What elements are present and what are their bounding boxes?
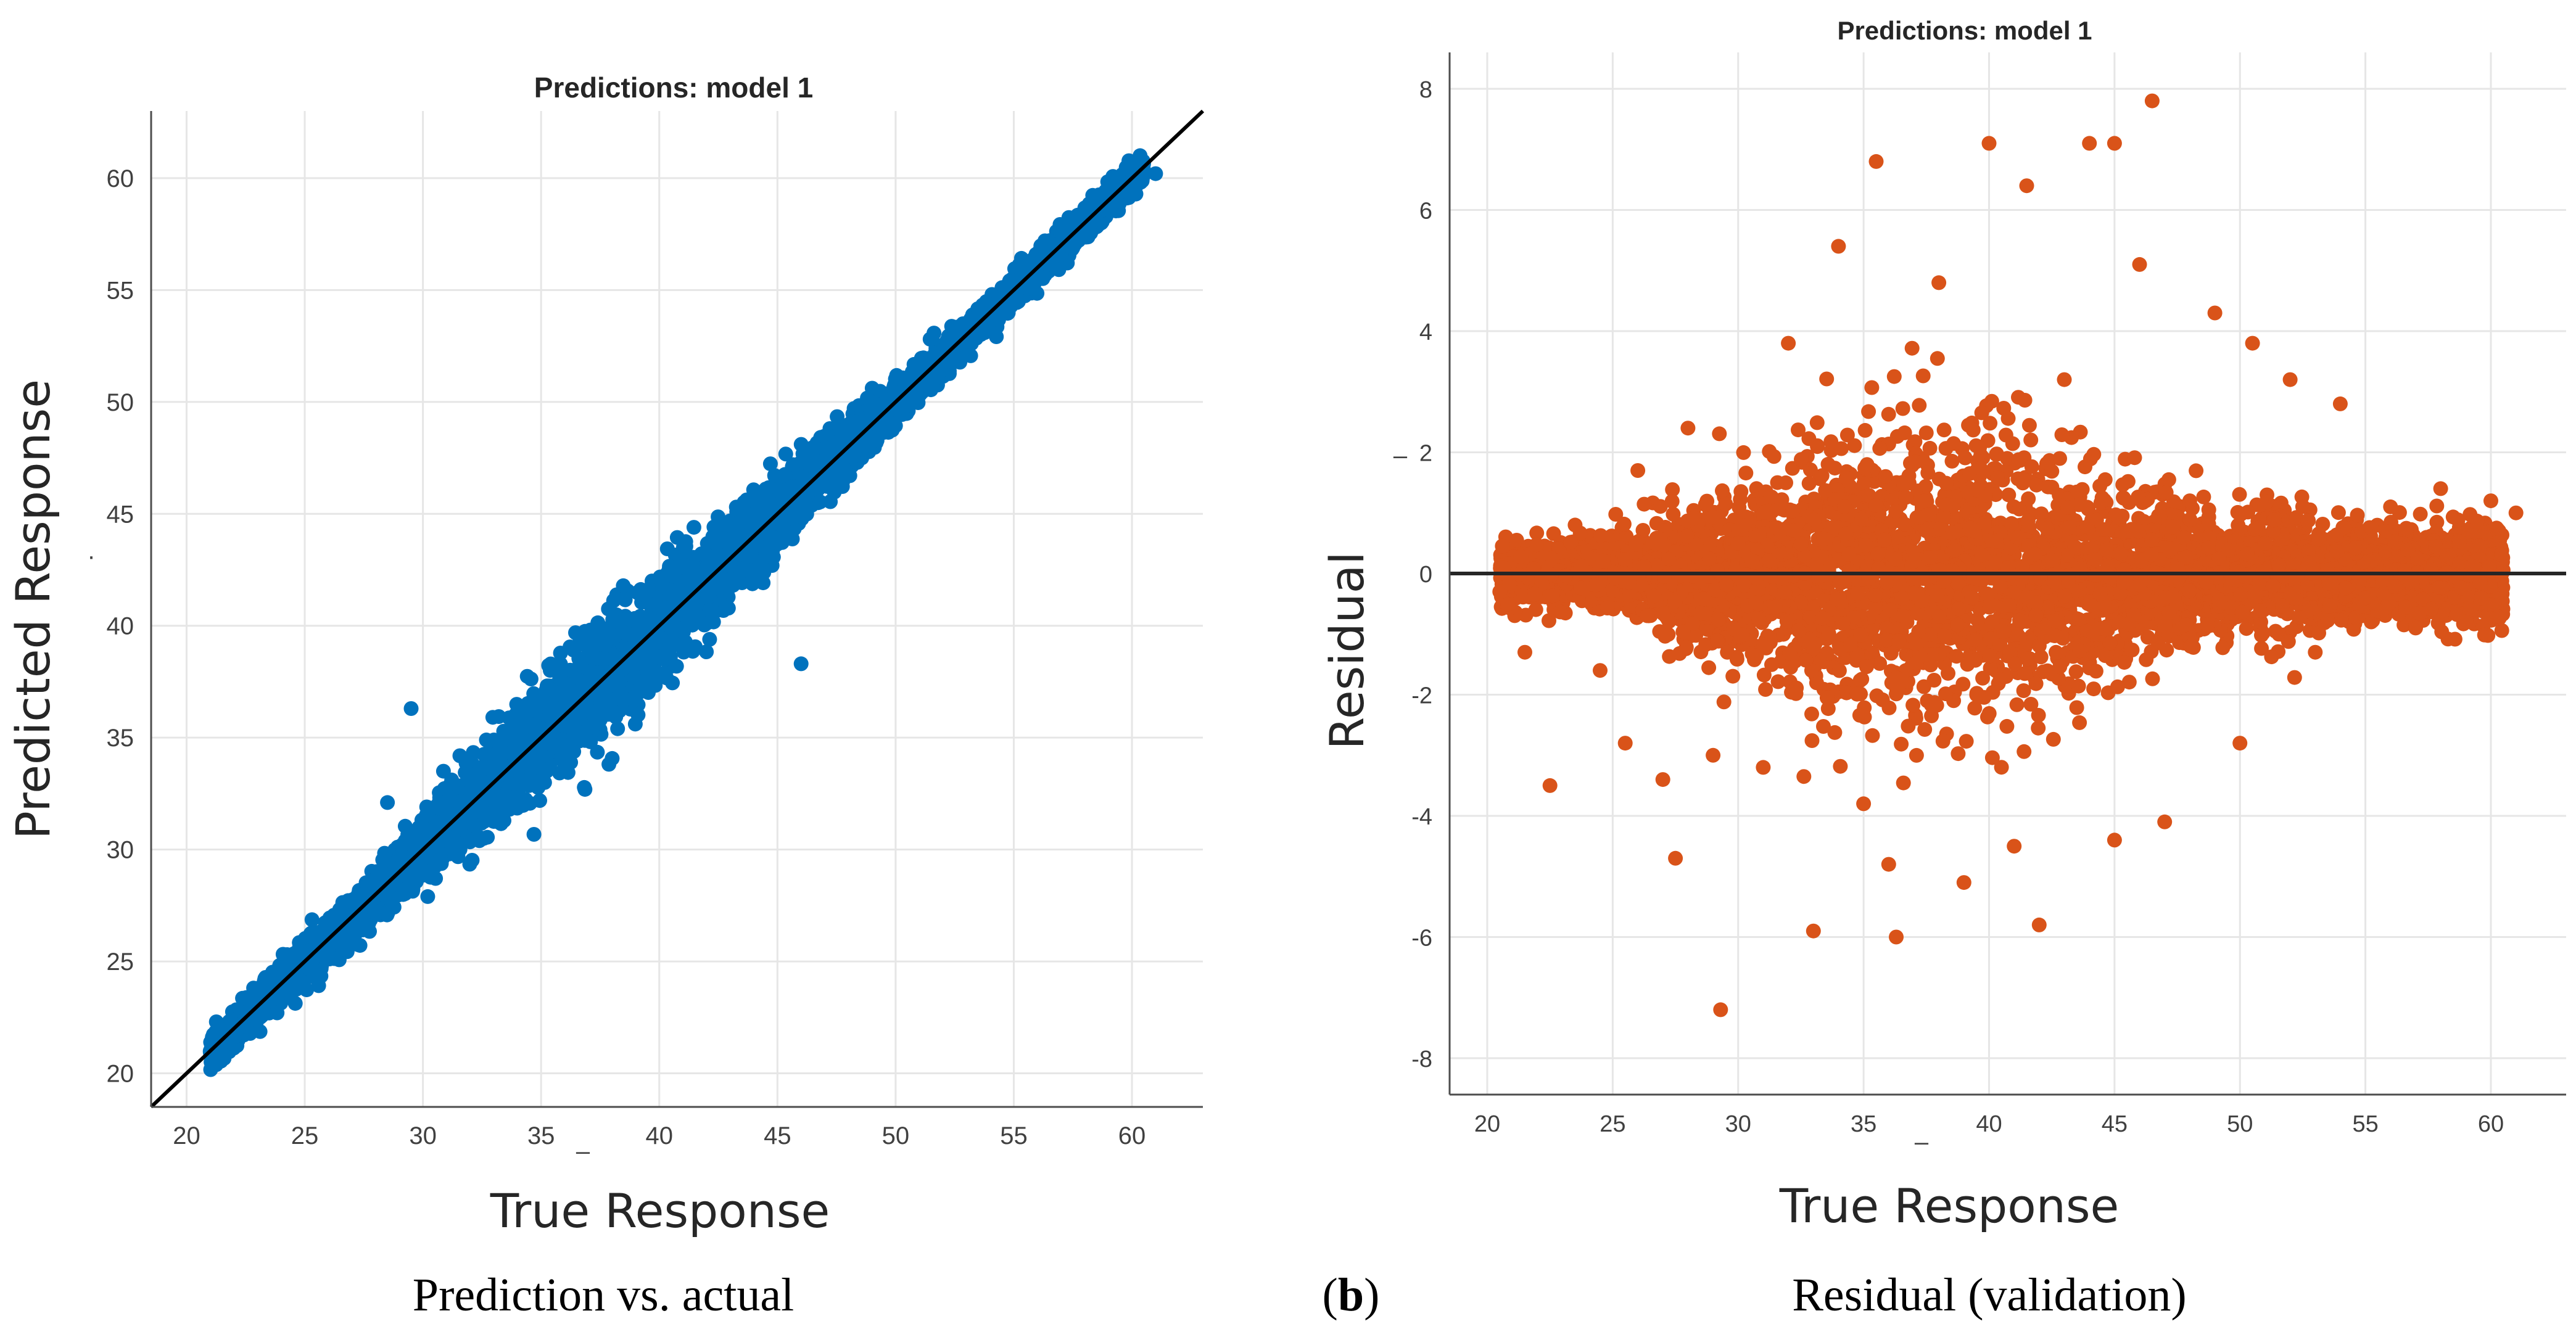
prediction-cloud-point [529, 697, 544, 712]
prediction-cloud-point [476, 805, 490, 820]
prediction-cloud-point [560, 765, 576, 780]
prediction-cloud-point [304, 912, 320, 927]
prediction-cloud-point [648, 678, 663, 693]
prediction-cloud-point [570, 638, 585, 653]
prediction-cloud-point [634, 675, 649, 691]
prediction-cloud-point [665, 675, 680, 691]
prediction-cloud-point [563, 662, 578, 678]
prediction-cloud-point [601, 707, 616, 722]
prediction-cloud-point [669, 659, 684, 674]
prediction-cloud-point [532, 793, 547, 808]
prediction-cloud-point [526, 827, 542, 842]
prediction-cloud-point [686, 520, 701, 535]
prediction-cloud-point [617, 592, 633, 607]
prediction-cloud-point [516, 798, 530, 813]
prediction-cloud-point [529, 754, 544, 770]
prediction-cloud-point [718, 600, 733, 615]
prediction-cloud-point [785, 532, 800, 546]
prediction-cloud-point [378, 906, 394, 921]
prediction-cloud-point [450, 849, 466, 865]
prediction-cloud-point [712, 517, 728, 532]
prediction-cloud-point [503, 746, 519, 761]
prediction-cloud-point [741, 492, 756, 508]
prediction-cloud-point [659, 541, 675, 556]
prediction-cloud-point [610, 721, 625, 736]
prediction-cloud-point [556, 747, 571, 762]
prediction-cloud-point [699, 644, 714, 659]
prediction-cloud-point [420, 889, 436, 904]
prediction-cloud-point [287, 996, 303, 1011]
prediction-cloud-point [466, 818, 481, 833]
prediction-cloud-point [616, 578, 631, 593]
prediction-cloud-point [860, 390, 875, 406]
prediction-cloud-point [702, 602, 717, 618]
prediction-cloud-point [778, 446, 793, 462]
prediction-cloud-point [761, 480, 777, 495]
prediction-cloud-point [601, 757, 617, 772]
prediction-cloud-point [505, 718, 521, 734]
prediction-cloud-point [523, 672, 539, 687]
prediction-cloud-point [577, 779, 592, 795]
prediction-cloud-point [927, 326, 942, 341]
prediction-cloud-point [589, 628, 605, 643]
prediction-cloud-point [479, 732, 494, 747]
prediction-cloud-point [311, 978, 326, 993]
prediction-cloud-point [762, 456, 778, 472]
prediction-cloud-point [534, 772, 549, 787]
prediction-cloud-point [702, 631, 717, 647]
prediction-cloud-point [654, 577, 670, 592]
